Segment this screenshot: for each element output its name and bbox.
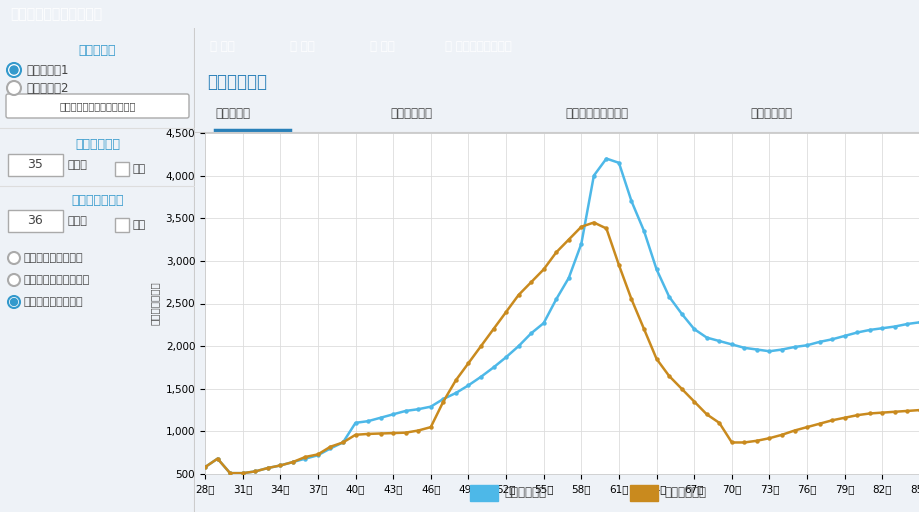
Text: 歳時点: 歳時点 (68, 216, 88, 226)
Bar (115, 218, 129, 232)
Text: プラン選択: プラン選択 (79, 44, 116, 56)
Bar (470, 485, 498, 501)
Bar (115, 162, 129, 176)
Text: キャッシュフロー表: キャッシュフロー表 (564, 106, 628, 120)
Circle shape (8, 296, 20, 308)
Text: 36: 36 (27, 215, 43, 227)
Text: 住居費グラフ: 住居費グラフ (390, 106, 432, 120)
Text: 繰上返済を検討する: 繰上返済を検討する (24, 253, 84, 263)
Text: なし: なし (133, 164, 146, 174)
Bar (8, 154, 62, 176)
Text: ⤒ 呼出: ⤒ 呼出 (289, 40, 314, 53)
Circle shape (8, 252, 20, 264)
Text: ローン借換を検討する: ローン借換を検討する (24, 275, 90, 285)
Circle shape (10, 66, 18, 74)
Text: ⓘ 入力上の注意事項: ⓘ 入力上の注意事項 (445, 40, 511, 53)
FancyBboxPatch shape (6, 94, 188, 118)
Text: 住まい計画2: 住まい計画2 (26, 81, 68, 95)
Text: どちらも検討しない: どちらも検討しない (24, 297, 84, 307)
Bar (8, 210, 62, 232)
Circle shape (10, 298, 17, 306)
Text: プラン１をプラン２にコピー: プラン１をプラン２にコピー (59, 101, 135, 111)
Bar (630, 485, 657, 501)
Text: 主要数値指標: 主要数値指標 (749, 106, 791, 120)
Text: ⤓ 保存: ⤓ 保存 (210, 40, 234, 53)
Text: 住まい計画１: 住まい計画１ (504, 486, 546, 500)
Text: 現在の住まい: 現在の住まい (75, 138, 119, 151)
Text: マイホーム購入: マイホーム購入 (71, 194, 124, 206)
Circle shape (8, 274, 20, 286)
Circle shape (7, 63, 21, 77)
Text: 35: 35 (27, 159, 43, 172)
Text: 歳まで: 歳まで (68, 160, 88, 170)
Text: ⎙ 印刷: ⎙ 印刷 (369, 40, 394, 53)
Text: 人生トラフ: 人生トラフ (215, 106, 250, 120)
Text: 住まい計画プランニング: 住まい計画プランニング (10, 7, 102, 21)
Text: モデルデータ: モデルデータ (207, 73, 267, 91)
Circle shape (7, 81, 21, 95)
Y-axis label: 尺円：収支累計: 尺円：収支累計 (150, 282, 160, 325)
Text: 住まい計画1: 住まい計画1 (26, 63, 68, 76)
Text: 住まい計画２: 住まい計画２ (664, 486, 705, 500)
Text: なし: なし (133, 220, 146, 230)
